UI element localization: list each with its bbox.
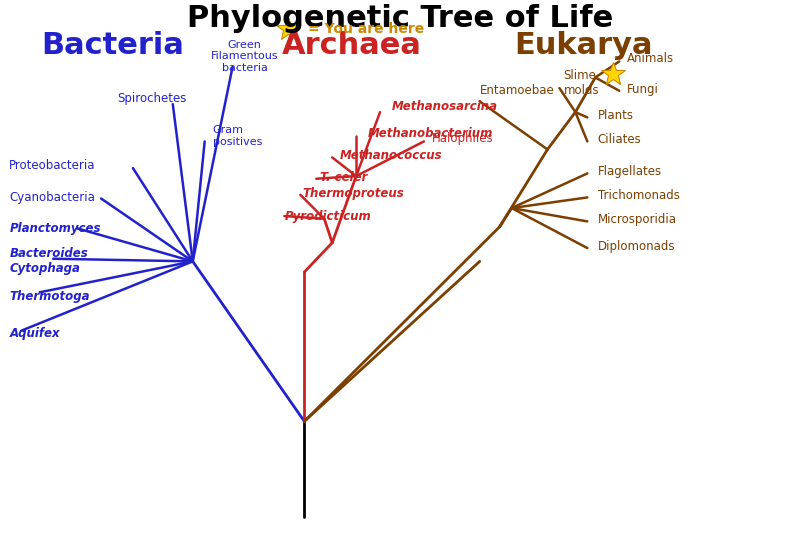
Text: Green
Filamentous
bacteria: Green Filamentous bacteria <box>210 39 278 73</box>
Text: Proteobacteria: Proteobacteria <box>10 159 96 172</box>
Text: Diplomonads: Diplomonads <box>598 240 675 253</box>
Text: Pyrodicticum: Pyrodicticum <box>285 210 372 222</box>
Text: Planctomyces: Planctomyces <box>10 222 101 235</box>
Text: Spirochetes: Spirochetes <box>117 92 186 105</box>
Text: Slime
molds: Slime molds <box>563 69 599 97</box>
Text: Phylogenetic Tree of Life: Phylogenetic Tree of Life <box>187 4 613 33</box>
Text: Plants: Plants <box>598 109 634 123</box>
Text: Eukarya: Eukarya <box>514 31 653 60</box>
Text: Aquifex: Aquifex <box>10 327 60 340</box>
Text: Methanosarcina: Methanosarcina <box>392 100 498 113</box>
Text: Microsporidia: Microsporidia <box>598 213 677 226</box>
Text: Bacteroides
Cytophaga: Bacteroides Cytophaga <box>10 247 88 275</box>
Text: = You are here: = You are here <box>308 23 425 37</box>
Text: Fungi: Fungi <box>627 83 659 96</box>
Text: Entamoebae: Entamoebae <box>480 84 554 97</box>
Text: Cyanobacteria: Cyanobacteria <box>10 191 95 204</box>
Text: Animals: Animals <box>627 52 674 65</box>
Text: T. celer: T. celer <box>320 171 368 184</box>
Text: Flagellates: Flagellates <box>598 165 662 178</box>
Text: Thermoproteus: Thermoproteus <box>302 187 405 200</box>
Text: Methanobacterium: Methanobacterium <box>368 127 494 140</box>
Text: Bacteria: Bacteria <box>42 31 185 60</box>
Text: Archaea: Archaea <box>282 31 422 60</box>
Text: Halophiles: Halophiles <box>432 132 494 145</box>
Text: Trichomonads: Trichomonads <box>598 190 679 202</box>
Text: Gram
positives: Gram positives <box>213 125 262 147</box>
Text: Methanococcus: Methanococcus <box>340 150 443 163</box>
Text: Thermotoga: Thermotoga <box>10 289 90 302</box>
Text: Ciliates: Ciliates <box>598 133 642 146</box>
